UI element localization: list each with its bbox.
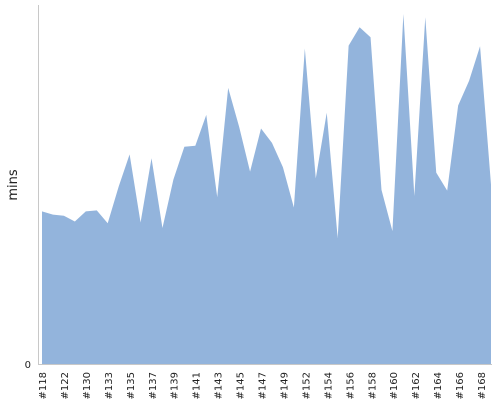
x-tick-labels: #118 #122 #130 #133 #135 #137 #139 #141 #143 #145…	[38, 372, 488, 399]
x-tick-label: #145	[236, 372, 247, 399]
x-tick-label: #162	[411, 372, 422, 399]
x-tick-label: #118	[38, 372, 49, 399]
area-fill	[42, 13, 491, 364]
x-tick-label: #152	[301, 372, 312, 399]
x-tick-label: #135	[126, 372, 137, 399]
x-tick-label: #133	[104, 372, 115, 399]
x-tick-label: #158	[367, 372, 378, 399]
x-tick-label: #143	[214, 372, 225, 399]
x-tick-label: #164	[433, 372, 444, 399]
x-tick-label: #154	[323, 372, 334, 399]
x-tick-label: #156	[345, 372, 356, 399]
y-tick-label-0: 0	[25, 360, 31, 371]
x-tick-label: #168	[477, 372, 488, 399]
y-axis-label: mins	[6, 169, 21, 201]
x-tick-label: #139	[170, 372, 181, 399]
x-tick-label: #137	[148, 372, 159, 399]
x-tick-label: #141	[192, 372, 203, 399]
x-tick-label: #122	[60, 372, 71, 399]
x-tick-label: #149	[279, 372, 290, 399]
x-tick-label: #160	[389, 372, 400, 399]
x-tick-label: #166	[455, 372, 466, 399]
x-tick-label: #147	[258, 372, 269, 399]
x-tick-label: #130	[82, 372, 93, 399]
area-series	[42, 13, 491, 364]
